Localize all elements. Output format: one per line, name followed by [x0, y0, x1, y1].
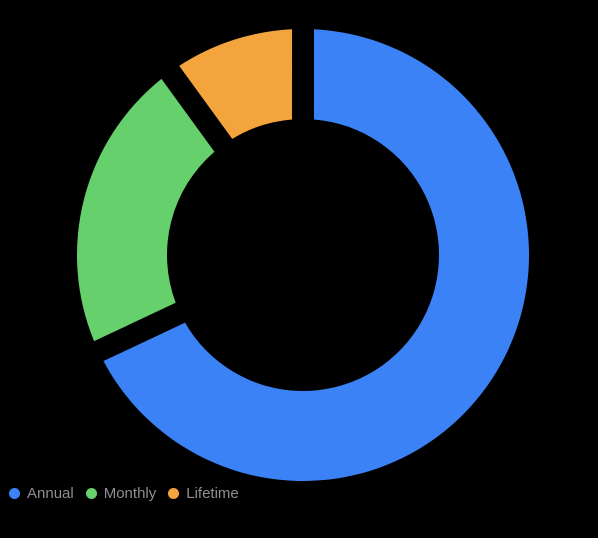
legend-item-monthly: Monthly — [85, 485, 157, 502]
slice-monthly — [77, 78, 215, 342]
legend-label-lifetime: Lifetime — [186, 485, 239, 502]
legend-item-annual: Annual — [9, 485, 74, 502]
legend-item-lifetime: Lifetime — [168, 485, 239, 502]
chart-legend: Annual Monthly Lifetime — [9, 485, 239, 502]
legend-dot-lifetime — [168, 488, 180, 499]
donut-slices — [77, 29, 529, 482]
slice-lifetime — [179, 29, 293, 139]
legend-label-monthly: Monthly — [103, 485, 157, 502]
legend-dot-annual — [9, 488, 20, 499]
slice-annual — [103, 29, 529, 482]
legend-dot-monthly — [85, 488, 97, 499]
legend-label-annual: Annual — [27, 485, 74, 502]
